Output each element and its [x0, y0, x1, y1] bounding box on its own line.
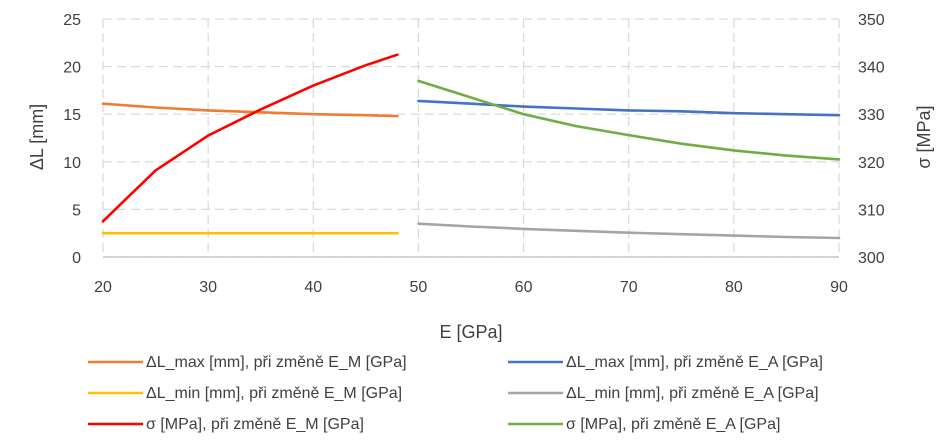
y-right-tick-label: 310 — [858, 202, 885, 219]
grid-lines — [102, 18, 840, 258]
x-tick-label: 90 — [830, 279, 848, 296]
y-right-tick-label: 340 — [858, 60, 885, 77]
y-right-tick-label: 330 — [858, 107, 885, 124]
y-left-tick-label: 20 — [63, 60, 81, 77]
legend-label: ΔL_min [mm], při změně E_A [GPa] — [566, 385, 819, 402]
legend-label: ΔL_max [mm], při změně E_A [GPa] — [566, 354, 823, 371]
x-tick-label: 70 — [620, 279, 638, 296]
y-left-tick-labels: 0 5 10 15 20 25 — [63, 12, 81, 267]
x-tick-label: 50 — [410, 279, 428, 296]
series-line-6 — [417, 79, 841, 161]
x-tick-label: 20 — [94, 279, 112, 296]
y-left-tick-label: 0 — [72, 250, 81, 267]
x-tick-label: 60 — [515, 279, 533, 296]
y-left-axis-title: ΔL [mm] — [27, 104, 47, 170]
y-right-tick-labels: 300 310 320 330 340 350 — [858, 12, 885, 267]
legend-label: σ [MPa], při změně E_A [GPa] — [566, 416, 780, 433]
y-left-tick-label: 10 — [63, 155, 81, 172]
legend-label: ΔL_max [mm], při změně E_M [GPa] — [146, 354, 407, 371]
y-left-tick-label: 25 — [63, 12, 81, 29]
y-right-tick-label: 350 — [858, 12, 885, 29]
y-right-axis-title: σ [MPa] — [914, 105, 934, 168]
series-line-4 — [417, 222, 841, 240]
x-tick-label: 30 — [199, 279, 217, 296]
x-tick-label: 80 — [725, 279, 743, 296]
series-line-1 — [101, 102, 399, 118]
x-axis-title: E [GPa] — [439, 322, 502, 342]
legend: ΔL_max [mm], při změně E_M [GPa] ΔL_max [… — [88, 354, 823, 433]
y-right-tick-label: 320 — [858, 155, 885, 172]
legend-label: ΔL_min [mm], při změně E_M [GPa] — [146, 385, 402, 402]
series-line-5 — [101, 53, 399, 223]
legend-label: σ [MPa], při změně E_M [GPa] — [146, 416, 364, 433]
series-lines — [101, 53, 841, 240]
x-tick-labels: 20 30 40 50 60 70 80 90 — [94, 279, 848, 296]
y-left-tick-label: 15 — [63, 107, 81, 124]
x-tick-label: 40 — [304, 279, 322, 296]
y-left-tick-label: 5 — [72, 202, 81, 219]
y-right-tick-label: 300 — [858, 250, 885, 267]
series-line-2 — [417, 99, 841, 117]
